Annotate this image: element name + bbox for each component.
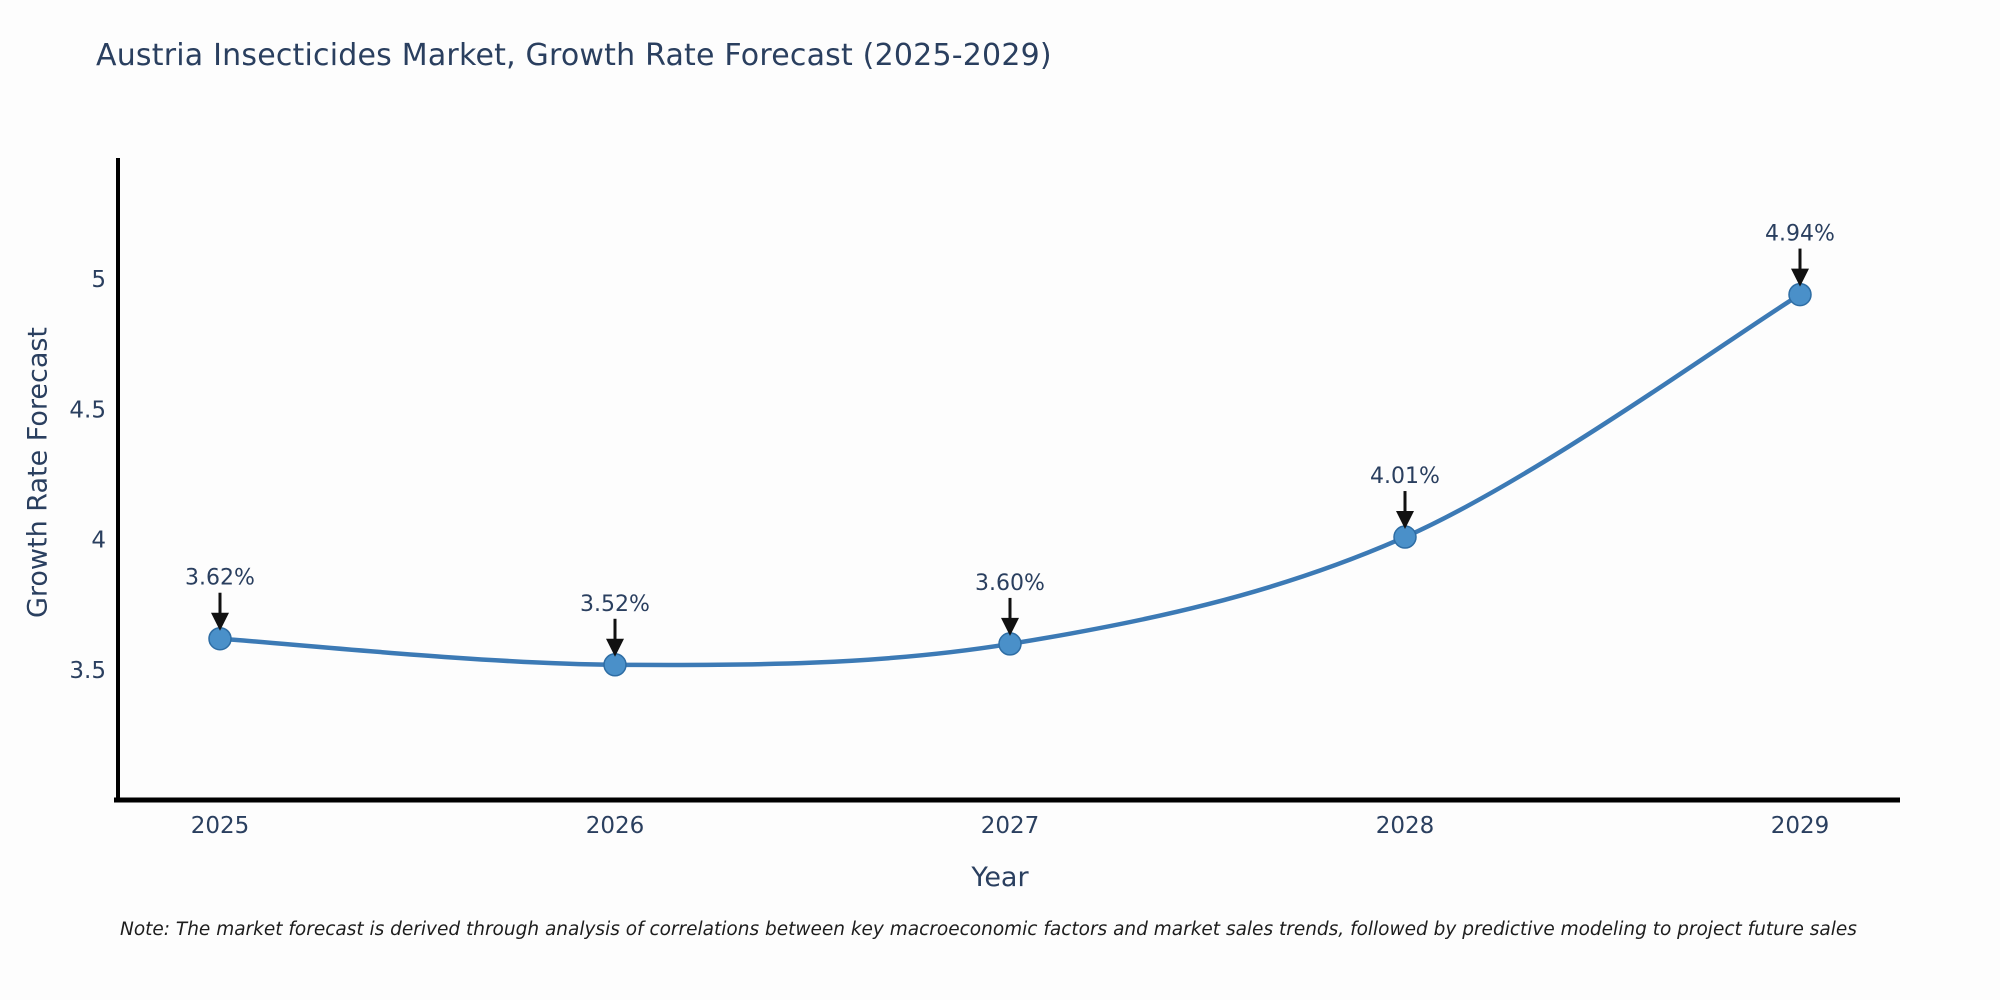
chart-title: Austria Insecticides Market, Growth Rate… bbox=[96, 38, 1052, 73]
x-tick-label: 2028 bbox=[1376, 813, 1435, 839]
annotation-arrow-head bbox=[211, 612, 229, 631]
annotation-arrow-head bbox=[606, 638, 624, 657]
data-point[interactable] bbox=[1393, 525, 1417, 549]
data-point[interactable] bbox=[603, 653, 627, 677]
axes bbox=[114, 158, 1900, 803]
point-value-label: 4.01% bbox=[1370, 464, 1440, 489]
point-value-label: 3.60% bbox=[975, 571, 1045, 596]
point-value-label: 4.94% bbox=[1765, 222, 1835, 247]
annotation-arrow-head bbox=[1791, 268, 1809, 287]
data-point[interactable] bbox=[1788, 282, 1812, 307]
point-annotations: 3.62% 3.52% 3.60% 4.01% 4.94% bbox=[185, 222, 1835, 657]
y-tick-label: 4 bbox=[91, 528, 106, 554]
x-tick-label: 2026 bbox=[586, 813, 645, 839]
x-tick-label: 2027 bbox=[981, 813, 1040, 839]
data-point[interactable] bbox=[208, 626, 232, 651]
x-tick-label: 2025 bbox=[191, 813, 250, 839]
footnote: Note: The market forecast is derived thr… bbox=[120, 919, 1857, 940]
y-tick-label: 4.5 bbox=[69, 397, 106, 423]
annotation-arrow-head bbox=[1396, 511, 1414, 530]
x-axis-title: Year bbox=[971, 862, 1029, 893]
annotation-arrow-head bbox=[1001, 617, 1019, 636]
y-axis-title: Growth Rate Forecast bbox=[22, 326, 54, 619]
data-point[interactable] bbox=[998, 632, 1022, 656]
y-tick-label: 3.5 bbox=[69, 658, 106, 684]
y-tick-label: 5 bbox=[91, 267, 106, 293]
point-value-label: 3.62% bbox=[185, 566, 255, 591]
axis-ticks: 3.5 4 4.5 5 2025 2026 2027 2028 2029 bbox=[69, 267, 1829, 839]
line-series bbox=[208, 282, 1812, 677]
point-value-label: 3.52% bbox=[580, 592, 650, 617]
x-tick-label: 2029 bbox=[1771, 813, 1830, 839]
